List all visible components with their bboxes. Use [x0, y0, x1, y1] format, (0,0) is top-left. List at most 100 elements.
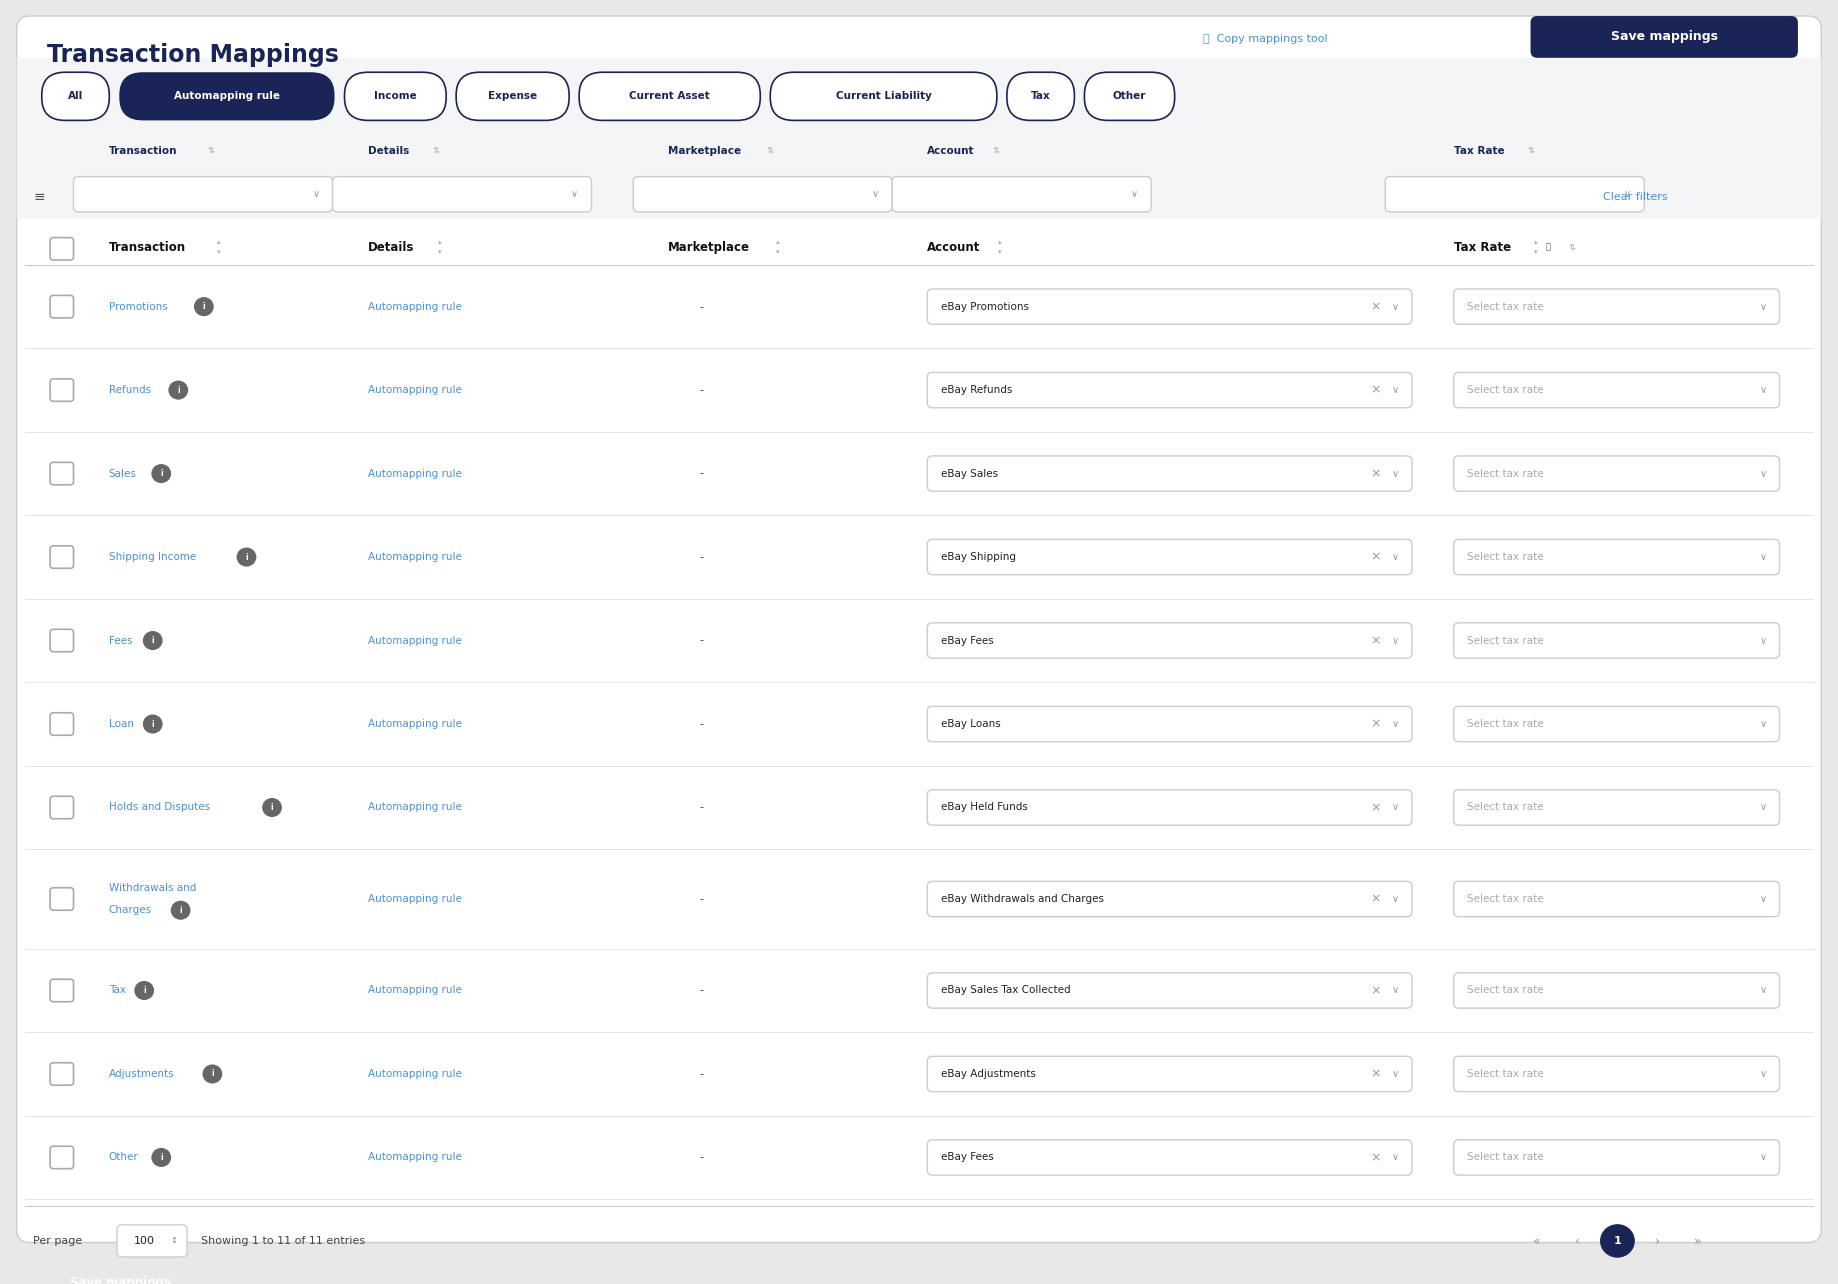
Text: Other: Other — [108, 1153, 138, 1162]
Text: ▴: ▴ — [1533, 239, 1537, 245]
Text: -: - — [700, 719, 704, 729]
FancyBboxPatch shape — [928, 1057, 1412, 1091]
Text: i: i — [176, 385, 180, 394]
Text: ›: › — [1654, 1234, 1660, 1248]
Text: Select tax rate: Select tax rate — [1467, 385, 1544, 395]
Text: Clear filters: Clear filters — [1603, 193, 1667, 203]
Circle shape — [153, 465, 171, 483]
FancyBboxPatch shape — [1454, 1057, 1779, 1091]
Text: -: - — [700, 986, 704, 995]
Text: -: - — [700, 302, 704, 312]
Text: Automapping rule: Automapping rule — [368, 1070, 461, 1079]
Text: Adjustments: Adjustments — [108, 1070, 175, 1079]
Text: Select tax rate: Select tax rate — [1467, 302, 1544, 312]
Text: Details: Details — [368, 146, 408, 155]
Text: Current Asset: Current Asset — [629, 91, 709, 101]
FancyBboxPatch shape — [1531, 17, 1798, 58]
Text: Marketplace: Marketplace — [669, 240, 750, 254]
FancyBboxPatch shape — [1454, 1140, 1779, 1175]
FancyBboxPatch shape — [50, 546, 74, 569]
Circle shape — [195, 298, 213, 316]
FancyBboxPatch shape — [74, 177, 333, 212]
Text: Automapping rule: Automapping rule — [368, 719, 461, 729]
Text: Tax: Tax — [108, 986, 125, 995]
Text: ▾: ▾ — [998, 249, 1002, 256]
Text: ×: × — [1369, 1067, 1380, 1080]
Circle shape — [237, 548, 255, 566]
Text: 100: 100 — [134, 1236, 154, 1245]
Text: Select tax rate: Select tax rate — [1467, 802, 1544, 813]
Text: ⇅: ⇅ — [208, 146, 215, 155]
Text: ∨: ∨ — [1759, 1153, 1766, 1162]
Text: Select tax rate: Select tax rate — [1467, 1153, 1544, 1162]
Text: Income: Income — [373, 91, 417, 101]
Text: i: i — [180, 905, 182, 914]
FancyBboxPatch shape — [928, 289, 1412, 325]
Text: eBay Shipping: eBay Shipping — [941, 552, 1016, 562]
Text: Fees: Fees — [108, 636, 132, 646]
FancyBboxPatch shape — [50, 887, 74, 910]
Circle shape — [171, 901, 189, 919]
Text: ∨: ∨ — [1391, 302, 1399, 312]
Text: Transaction Mappings: Transaction Mappings — [46, 44, 338, 67]
FancyBboxPatch shape — [928, 881, 1412, 917]
Text: Save mappings: Save mappings — [70, 1276, 171, 1284]
FancyBboxPatch shape — [17, 17, 1821, 1243]
Text: eBay Withdrawals and Charges: eBay Withdrawals and Charges — [941, 894, 1105, 904]
FancyBboxPatch shape — [1454, 289, 1779, 325]
Text: ≡: ≡ — [33, 190, 46, 204]
Text: Sales: Sales — [108, 469, 136, 479]
FancyBboxPatch shape — [50, 713, 74, 736]
FancyBboxPatch shape — [50, 462, 74, 485]
Circle shape — [204, 1066, 222, 1082]
Text: Select tax rate: Select tax rate — [1467, 552, 1544, 562]
FancyBboxPatch shape — [1454, 973, 1779, 1008]
Text: i: i — [211, 1070, 213, 1079]
Text: Select tax rate: Select tax rate — [1467, 636, 1544, 646]
FancyBboxPatch shape — [118, 1225, 187, 1257]
Text: Automapping rule: Automapping rule — [368, 1153, 461, 1162]
Text: -: - — [700, 469, 704, 479]
Text: ×: × — [1369, 984, 1380, 996]
FancyBboxPatch shape — [1386, 177, 1645, 212]
Text: ∨: ∨ — [1391, 1070, 1399, 1079]
Text: ▾: ▾ — [1533, 249, 1537, 256]
FancyBboxPatch shape — [344, 72, 447, 121]
Text: ×: × — [1369, 1150, 1380, 1165]
Text: ×: × — [1369, 892, 1380, 905]
Text: Automapping rule: Automapping rule — [368, 636, 461, 646]
FancyBboxPatch shape — [456, 72, 570, 121]
Text: Withdrawals and: Withdrawals and — [108, 883, 197, 892]
FancyBboxPatch shape — [634, 177, 891, 212]
Text: Tax Rate: Tax Rate — [1454, 146, 1503, 155]
Text: 👁: 👁 — [1546, 243, 1549, 252]
Text: Holds and Disputes: Holds and Disputes — [108, 802, 210, 813]
FancyBboxPatch shape — [1454, 372, 1779, 408]
Text: ▴: ▴ — [776, 239, 779, 245]
Text: ∨: ∨ — [1130, 189, 1138, 199]
FancyBboxPatch shape — [50, 1063, 74, 1085]
FancyBboxPatch shape — [1454, 790, 1779, 826]
Text: ∨: ∨ — [1759, 894, 1766, 904]
Text: eBay Sales Tax Collected: eBay Sales Tax Collected — [941, 986, 1070, 995]
Text: ×: × — [1369, 801, 1380, 814]
Text: ∨: ∨ — [1391, 636, 1399, 646]
Text: ⇅: ⇅ — [766, 146, 774, 155]
Text: ×: × — [1369, 718, 1380, 731]
Text: Transaction: Transaction — [108, 240, 186, 254]
Text: i: i — [160, 469, 162, 478]
Text: ∨: ∨ — [1391, 719, 1399, 729]
Text: ∨: ∨ — [1759, 1070, 1766, 1079]
FancyBboxPatch shape — [1454, 539, 1779, 575]
Text: ⇅: ⇅ — [993, 146, 1000, 155]
Text: Expense: Expense — [489, 91, 537, 101]
Text: ⇅: ⇅ — [1568, 243, 1575, 252]
FancyBboxPatch shape — [50, 295, 74, 318]
FancyBboxPatch shape — [1454, 623, 1779, 659]
Text: -: - — [700, 552, 704, 562]
Text: Automapping rule: Automapping rule — [368, 802, 461, 813]
Text: Shipping Income: Shipping Income — [108, 552, 197, 562]
FancyBboxPatch shape — [50, 238, 74, 261]
Text: ×: × — [1369, 551, 1380, 564]
Text: ▾: ▾ — [217, 249, 221, 256]
